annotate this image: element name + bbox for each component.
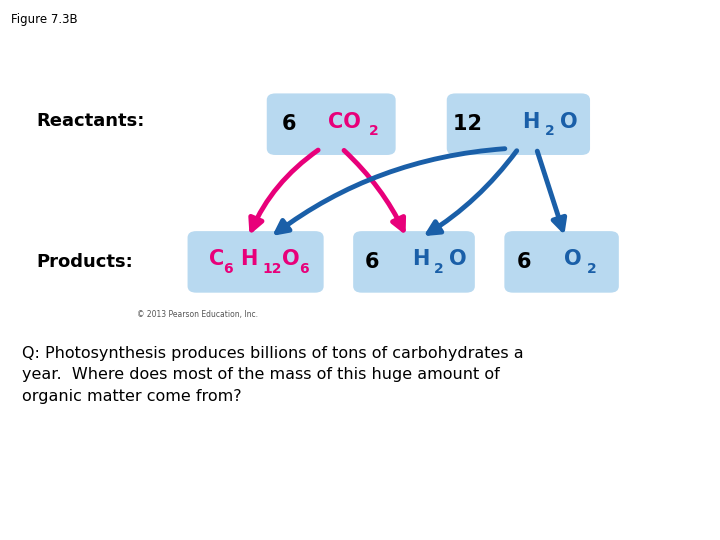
Text: 6: 6 <box>517 252 539 272</box>
FancyArrowPatch shape <box>537 151 564 230</box>
Text: O: O <box>560 111 577 132</box>
FancyBboxPatch shape <box>266 93 396 155</box>
Text: 6: 6 <box>299 262 308 276</box>
Text: C: C <box>209 249 224 269</box>
Text: H: H <box>522 111 539 132</box>
FancyBboxPatch shape <box>446 93 590 155</box>
FancyArrowPatch shape <box>428 151 517 233</box>
Text: O: O <box>282 249 300 269</box>
Text: H: H <box>240 249 257 269</box>
Text: 6: 6 <box>223 262 233 276</box>
Text: 12: 12 <box>263 262 282 276</box>
Text: 2: 2 <box>587 262 597 276</box>
FancyArrowPatch shape <box>276 148 505 233</box>
Text: O: O <box>564 249 581 269</box>
Text: O: O <box>449 249 467 269</box>
FancyArrowPatch shape <box>251 150 318 230</box>
Text: 6: 6 <box>365 252 387 272</box>
Text: Products:: Products: <box>36 253 132 271</box>
Text: © 2013 Pearson Education, Inc.: © 2013 Pearson Education, Inc. <box>137 310 258 320</box>
Text: 2: 2 <box>369 124 379 138</box>
FancyBboxPatch shape <box>353 231 475 293</box>
Text: 2: 2 <box>434 262 444 276</box>
Text: Reactants:: Reactants: <box>36 112 145 131</box>
FancyBboxPatch shape <box>187 231 324 293</box>
FancyBboxPatch shape <box>504 231 619 293</box>
Text: H: H <box>412 249 429 269</box>
Text: 6: 6 <box>282 114 304 134</box>
Text: CO: CO <box>328 111 361 132</box>
Text: Figure 7.3B: Figure 7.3B <box>11 14 78 26</box>
Text: 2: 2 <box>545 124 555 138</box>
Text: Q: Photosynthesis produces billions of tons of carbohydrates a
year.  Where does: Q: Photosynthesis produces billions of t… <box>22 346 523 404</box>
Text: 12: 12 <box>454 114 490 134</box>
FancyArrowPatch shape <box>344 151 404 230</box>
